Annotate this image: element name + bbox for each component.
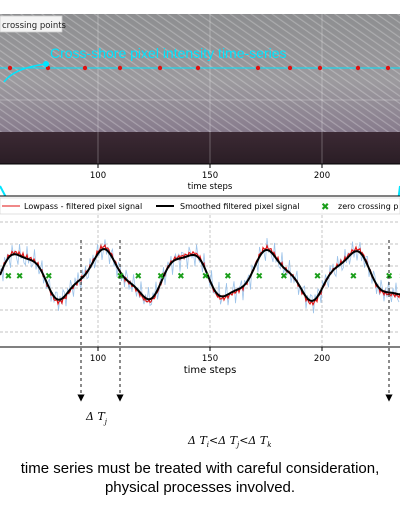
top-crossing-points	[7, 65, 391, 71]
top-crossing-point	[355, 65, 361, 71]
zero-crossing-marker: ✖	[177, 272, 185, 282]
zero-crossing-marker: ✖	[202, 272, 210, 282]
bottom-plot-area	[0, 196, 400, 347]
top-x-tick-150: 150	[202, 171, 218, 181]
zero-crossing-marker: ✖	[16, 272, 24, 282]
bottom-x-label: time steps	[184, 365, 237, 376]
top-crossing-point	[317, 65, 323, 71]
legend-label-crossing: zero crossing p	[338, 202, 398, 211]
top-legend-box	[0, 15, 63, 33]
caption-line-2: physical processes involved.	[104, 479, 296, 496]
raw-signal-line	[0, 237, 400, 314]
zero-crossing-marker: ✖	[399, 272, 400, 282]
top-x-tick-200: 200	[314, 171, 330, 181]
top-crossing-point	[255, 65, 261, 71]
top-legend-label: crossing points	[2, 21, 67, 31]
top-x-label: time steps	[188, 182, 233, 192]
top-crossing-point	[82, 65, 88, 71]
caption-line-1: time series must be treated with careful…	[20, 460, 380, 477]
interval-inequality: Δ Ti<Δ Tj<Δ Tk	[187, 434, 271, 449]
zero-crossing-marker: ✖	[256, 272, 264, 282]
timestack-shore	[0, 132, 400, 164]
bottom-grid	[0, 200, 400, 347]
bottom-x-tick-100: 100	[90, 354, 106, 364]
legend-label-lowpass: Lowpass - filtered pixel signal	[24, 202, 142, 211]
top-crossing-point	[157, 65, 163, 71]
top-panel: crossing points Cross-shore pixel intens…	[0, 14, 400, 192]
zero-crossing-marker: ✖	[224, 272, 232, 282]
top-grid	[0, 14, 400, 164]
zero-crossing-marker: ✖	[157, 272, 165, 282]
top-crossing-point	[45, 65, 51, 71]
smoothed-signal-line	[0, 247, 400, 302]
bottom-panel: ✖✖✖✖✖✖✖✖✖✖✖✖✖✖✖✖✖✖✖✖✖✖✖✖✖ Lowpass - filt…	[0, 195, 400, 376]
zero-crossing-marker: ✖	[45, 272, 53, 282]
top-crossing-point	[7, 65, 13, 71]
zero-crossing-markers: ✖✖✖✖✖✖✖✖✖✖✖✖✖✖✖✖✖✖✖✖✖✖✖✖✖	[5, 272, 400, 282]
delta-t-j-label: Δ Tj	[85, 410, 108, 426]
top-crossing-point	[195, 65, 201, 71]
top-x-ticks: 100 150 200	[90, 164, 330, 181]
zero-crossing-marker: ✖	[350, 272, 358, 282]
interval-markers	[77, 240, 393, 402]
legend-label-smoothed: Smoothed filtered pixel signal	[180, 202, 300, 211]
zero-crossing-marker: ✖	[5, 272, 13, 282]
legend-swatch-crossing: ✖	[321, 202, 329, 213]
cross-shore-annotation: Cross-shore pixel intensity time-series	[50, 45, 287, 61]
timestack-stripes	[0, 14, 400, 134]
top-crossing-point	[287, 65, 293, 71]
annotation-curve	[3, 63, 47, 83]
signal-lines	[0, 237, 400, 314]
zero-crossing-marker: ✖	[314, 272, 322, 282]
zero-crossing-marker: ✖	[280, 272, 288, 282]
bottom-legend-box	[0, 197, 400, 215]
bottom-x-tick-200: 200	[314, 354, 330, 364]
top-x-tick-100: 100	[90, 171, 106, 181]
bottom-x-ticks: 100 150 200	[90, 347, 330, 364]
zero-crossing-marker: ✖	[135, 272, 143, 282]
top-crossing-point	[117, 65, 123, 71]
top-crossing-point	[385, 65, 391, 71]
bottom-x-tick-150: 150	[202, 354, 218, 364]
